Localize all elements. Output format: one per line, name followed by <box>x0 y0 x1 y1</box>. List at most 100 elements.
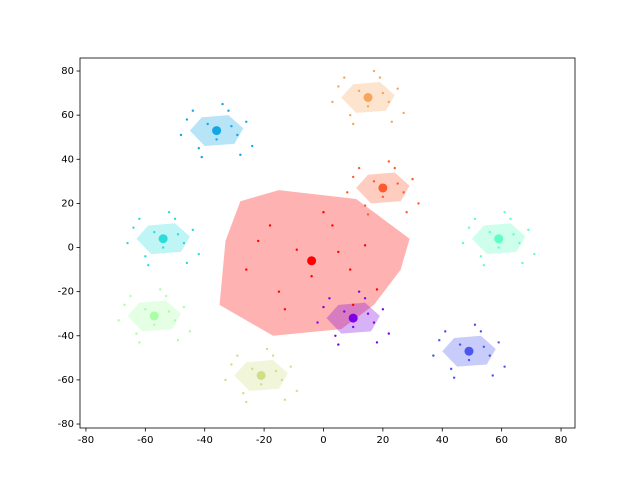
point <box>533 252 536 256</box>
point <box>479 255 483 258</box>
cluster-center <box>307 256 317 266</box>
point <box>467 358 471 362</box>
point <box>452 376 456 379</box>
point <box>375 341 379 344</box>
point <box>236 354 239 357</box>
point <box>268 224 272 227</box>
point <box>372 321 376 324</box>
point <box>132 226 135 229</box>
point <box>242 391 245 395</box>
point <box>164 294 168 298</box>
point <box>230 363 233 366</box>
point <box>337 343 340 346</box>
point <box>482 345 486 349</box>
point <box>449 367 453 371</box>
point <box>316 321 319 324</box>
x-tick-label: -60 <box>137 435 153 446</box>
point <box>182 241 186 245</box>
x-tick-label: 20 <box>377 435 390 446</box>
point <box>375 288 379 291</box>
point <box>372 180 376 183</box>
point <box>224 378 227 382</box>
point <box>322 211 325 214</box>
x-tick-label: -80 <box>78 435 94 446</box>
point <box>438 338 441 342</box>
point <box>346 191 349 194</box>
point <box>295 389 298 393</box>
point <box>147 263 150 267</box>
point <box>444 330 447 333</box>
point <box>503 211 506 214</box>
point <box>366 213 370 216</box>
point <box>497 341 500 344</box>
x-tick-label: 80 <box>555 435 568 446</box>
point <box>129 294 132 298</box>
point <box>328 297 331 300</box>
point <box>197 252 200 256</box>
point <box>411 177 414 181</box>
point <box>393 166 396 170</box>
point <box>343 76 346 79</box>
point <box>387 160 391 163</box>
point <box>402 111 405 115</box>
point <box>473 323 477 326</box>
y-tick-label: -80 <box>58 419 74 430</box>
point <box>283 308 287 311</box>
point <box>497 246 500 249</box>
point <box>527 228 530 232</box>
point <box>221 102 224 106</box>
point <box>349 113 352 117</box>
point <box>251 367 254 371</box>
point <box>488 354 491 357</box>
point <box>467 226 471 229</box>
point <box>197 147 200 150</box>
point <box>387 332 391 335</box>
point <box>295 248 298 251</box>
point <box>363 204 367 207</box>
point <box>310 275 313 278</box>
point <box>144 255 147 258</box>
point <box>521 261 524 265</box>
point <box>239 153 242 157</box>
x-tick-label: 40 <box>436 435 449 446</box>
point <box>378 76 382 79</box>
point <box>512 233 515 236</box>
point <box>491 374 494 377</box>
point <box>322 305 325 309</box>
point <box>509 217 512 221</box>
point <box>271 354 275 357</box>
point <box>363 244 367 247</box>
cluster-center <box>149 311 159 321</box>
point <box>283 398 287 401</box>
point <box>473 217 477 221</box>
point <box>482 263 486 267</box>
point <box>245 120 248 123</box>
point <box>179 133 183 137</box>
cluster-center <box>212 126 222 136</box>
point <box>135 332 138 335</box>
y-tick-label: 40 <box>61 154 74 165</box>
x-tick-label: 0 <box>320 435 326 446</box>
point <box>337 250 340 254</box>
point <box>518 241 521 245</box>
point <box>417 202 420 205</box>
point <box>432 354 435 357</box>
point <box>176 233 180 236</box>
point <box>191 228 195 232</box>
point <box>227 109 230 112</box>
point <box>458 343 462 346</box>
plot-frame <box>79 57 576 429</box>
point <box>173 217 177 221</box>
cluster-center <box>378 183 388 193</box>
point <box>138 341 141 344</box>
point <box>351 122 355 126</box>
point <box>206 122 209 126</box>
point <box>230 124 233 128</box>
point <box>251 144 254 148</box>
point <box>182 305 186 309</box>
point <box>161 246 165 249</box>
cluster-center <box>464 346 474 356</box>
point <box>461 241 465 245</box>
point <box>331 100 334 104</box>
point <box>357 290 361 293</box>
